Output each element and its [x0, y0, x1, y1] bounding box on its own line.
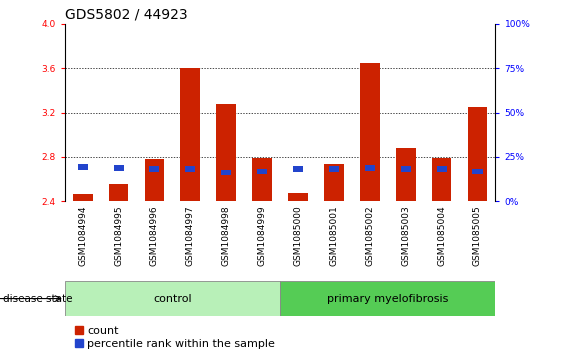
Bar — [149, 167, 159, 172]
Bar — [109, 184, 128, 201]
Bar — [468, 107, 488, 201]
Bar — [257, 169, 267, 174]
Bar — [324, 164, 344, 201]
FancyBboxPatch shape — [65, 281, 280, 316]
Text: GSM1084996: GSM1084996 — [150, 205, 159, 266]
Bar — [396, 148, 415, 201]
Bar — [145, 159, 164, 201]
Bar — [73, 194, 92, 201]
Bar — [432, 158, 452, 201]
Bar — [288, 193, 308, 201]
Text: GSM1085002: GSM1085002 — [365, 205, 374, 266]
Text: GSM1084995: GSM1084995 — [114, 205, 123, 266]
Text: control: control — [153, 294, 192, 303]
Legend: count, percentile rank within the sample: count, percentile rank within the sample — [70, 321, 279, 354]
Bar — [216, 104, 236, 201]
Text: GDS5802 / 44923: GDS5802 / 44923 — [65, 7, 187, 21]
Text: GSM1084999: GSM1084999 — [258, 205, 267, 266]
Text: GSM1084994: GSM1084994 — [78, 205, 87, 266]
Bar — [252, 158, 272, 201]
FancyBboxPatch shape — [280, 281, 495, 316]
Bar — [365, 165, 375, 171]
Bar — [221, 170, 231, 175]
Text: GSM1085004: GSM1085004 — [437, 205, 446, 266]
Bar — [181, 68, 200, 201]
Text: GSM1085000: GSM1085000 — [293, 205, 302, 266]
Text: disease state: disease state — [3, 294, 72, 303]
Text: primary myelofibrosis: primary myelofibrosis — [327, 294, 449, 303]
Bar — [185, 167, 195, 172]
Bar — [436, 167, 446, 172]
Bar — [401, 167, 411, 172]
Bar — [329, 167, 339, 172]
Bar — [472, 169, 482, 174]
Text: GSM1085003: GSM1085003 — [401, 205, 410, 266]
Bar — [78, 164, 88, 170]
Text: GSM1085005: GSM1085005 — [473, 205, 482, 266]
Text: GSM1085001: GSM1085001 — [329, 205, 338, 266]
Text: GSM1084998: GSM1084998 — [222, 205, 231, 266]
Bar — [293, 167, 303, 172]
Bar — [114, 165, 124, 171]
Text: GSM1084997: GSM1084997 — [186, 205, 195, 266]
Bar — [360, 62, 379, 201]
